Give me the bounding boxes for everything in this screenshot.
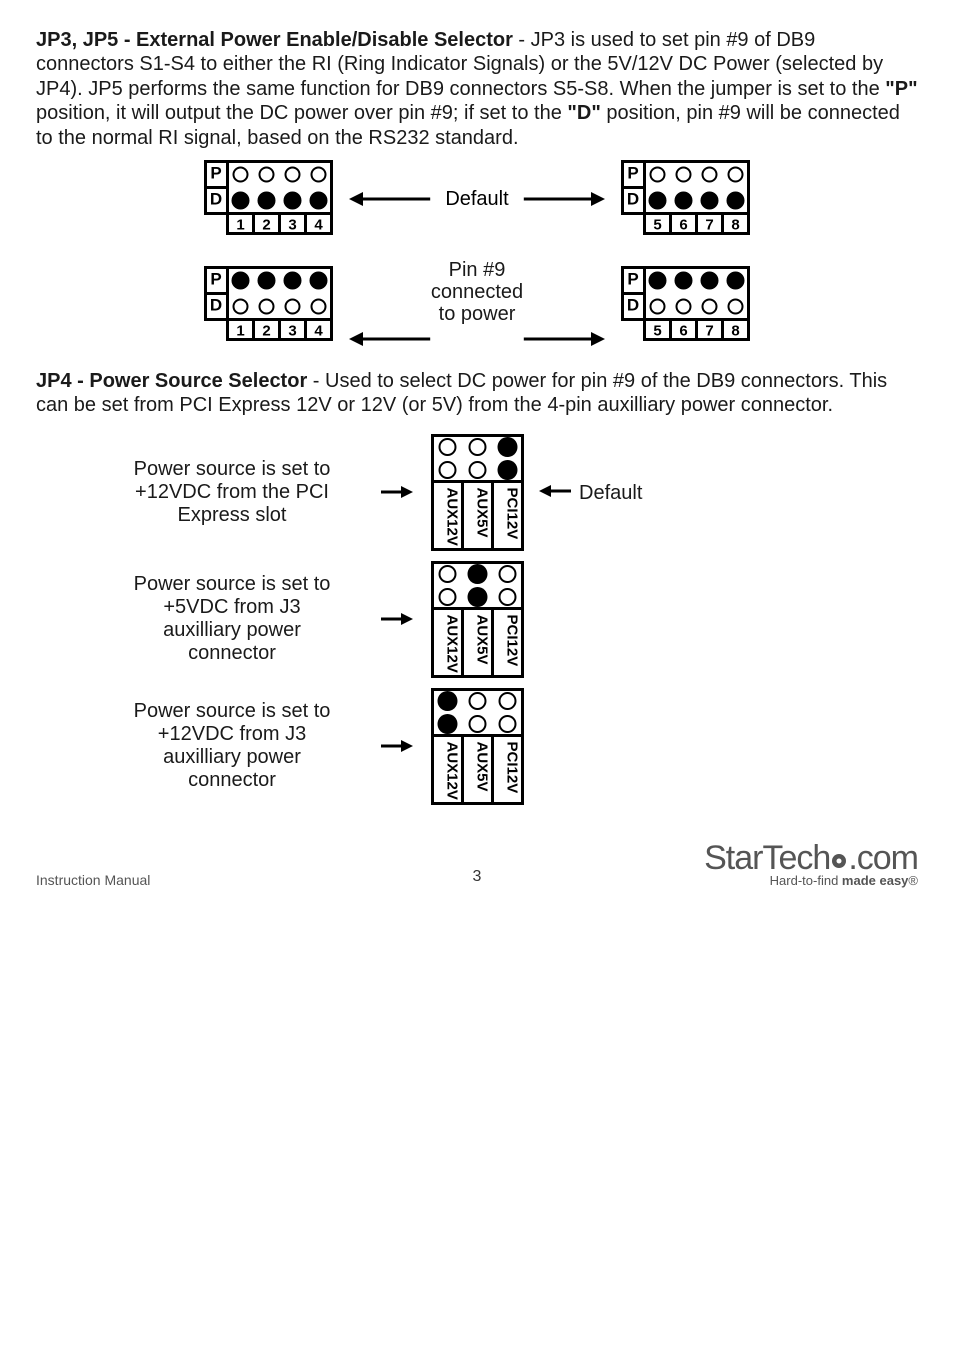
svg-text:8: 8	[731, 216, 739, 233]
svg-text:D: D	[627, 190, 639, 209]
tagline-prefix: Hard-to-find	[770, 873, 842, 888]
jp4-jumper-block: AUX12V AUX5V PCI12V	[417, 688, 537, 805]
jp4-row-right	[537, 617, 737, 621]
svg-text:6: 6	[679, 323, 687, 340]
arrow-right-icon	[377, 483, 417, 501]
jp4-paragraph: JP4 - Power Source Selector - Used to se…	[36, 369, 918, 418]
jp3-block-right-default: PD5 6 7 8	[621, 160, 750, 237]
svg-text:D: D	[627, 296, 639, 315]
arrow-left-icon	[537, 482, 573, 506]
svg-text:P: P	[627, 164, 638, 183]
jp4-row-right: Default	[537, 478, 737, 506]
svg-text:D: D	[210, 296, 222, 315]
svg-text:P: P	[210, 164, 221, 183]
jp4-jumper-block: AUX12V AUX5V PCI12V	[417, 561, 537, 678]
power-arrows	[347, 327, 607, 351]
svg-text:Default: Default	[445, 188, 509, 210]
svg-text:4: 4	[314, 216, 323, 233]
svg-text:5: 5	[653, 323, 661, 340]
footer-left: Instruction Manual	[36, 872, 150, 888]
pin9-label-3: to power	[439, 303, 516, 325]
svg-text:8: 8	[731, 323, 739, 340]
default-arrows: Default	[347, 187, 607, 211]
footer-page-number: 3	[473, 868, 482, 886]
svg-text:1: 1	[236, 216, 244, 233]
svg-text:PCI12V: PCI12V	[503, 741, 520, 793]
jp3-default-row: PD1234 Default PD5678	[36, 160, 918, 237]
svg-text:PCI12V: PCI12V	[503, 614, 520, 666]
svg-text:AUX12V: AUX12V	[443, 741, 460, 799]
svg-text:5: 5	[653, 216, 661, 233]
jp4-diagram: Power source is set to+12VDC from the PC…	[36, 434, 918, 815]
svg-text:3: 3	[288, 216, 296, 233]
logo-suffix: .com	[848, 839, 918, 877]
jp3-jp5-paragraph: JP3, JP5 - External Power Enable/Disable…	[36, 28, 918, 150]
jp4-row-description: Power source is set to+12VDC from J3auxi…	[87, 700, 377, 792]
svg-text:PCI12V: PCI12V	[503, 487, 520, 539]
jp3-default-center: Default	[347, 185, 607, 211]
jp4-row: Power source is set to+12VDC from J3auxi…	[87, 688, 867, 805]
svg-text:P: P	[210, 270, 221, 289]
arrow-right-icon	[377, 610, 417, 628]
svg-text:1: 1	[236, 323, 244, 340]
jp3-heading: JP3, JP5 - External Power Enable/Disable…	[36, 29, 513, 51]
jp4-heading: JP4 - Power Source Selector	[36, 370, 307, 392]
logo-main: StarTech	[704, 839, 830, 877]
svg-text:AUX5V: AUX5V	[473, 614, 490, 664]
jp4-row-description: Power source is set to+5VDC from J3auxil…	[87, 573, 377, 665]
jp4-row-right	[537, 744, 737, 748]
pin9-label-2: connected	[431, 281, 523, 303]
logo-gear-icon	[830, 852, 848, 870]
svg-text:AUX12V: AUX12V	[443, 487, 460, 545]
jp4-row: Power source is set to+12VDC from the PC…	[87, 434, 867, 551]
jp3-power-center: Pin #9 connected to power	[347, 259, 607, 351]
jp3-text2: position, it will output the DC power ov…	[36, 102, 567, 124]
svg-text:4: 4	[314, 323, 323, 340]
svg-text:3: 3	[288, 323, 296, 340]
jp4-default-label: Default	[579, 482, 642, 505]
page-footer: Instruction Manual 3 StarTech.com Hard-t…	[36, 843, 918, 889]
svg-text:P: P	[627, 270, 638, 289]
jp3-block-right-power: PD5 6 7 8	[621, 266, 750, 343]
jp3-block-left-default: PD1 2 3 4	[204, 160, 333, 237]
svg-text:7: 7	[705, 323, 713, 340]
jp4-jumper-block: AUX12V AUX5V PCI12V	[417, 434, 537, 551]
jp3-bold-p: "P"	[885, 78, 917, 100]
svg-text:7: 7	[705, 216, 713, 233]
arrow-right-icon	[377, 737, 417, 755]
svg-text:6: 6	[679, 216, 687, 233]
svg-text:AUX5V: AUX5V	[473, 741, 490, 791]
svg-text:AUX5V: AUX5V	[473, 487, 490, 537]
pin9-label-1: Pin #9	[449, 259, 506, 281]
jp3-power-row: PD1234 Pin #9 connected to power PD5678	[36, 259, 918, 351]
jp4-row: Power source is set to+5VDC from J3auxil…	[87, 561, 867, 678]
startech-logo: StarTech.com	[704, 843, 918, 874]
jp3-block-left-power: PD1 2 3 4	[204, 266, 333, 343]
svg-text:D: D	[210, 190, 222, 209]
svg-text:2: 2	[262, 323, 270, 340]
svg-text:2: 2	[262, 216, 270, 233]
footer-logo-block: StarTech.com Hard-to-find made easy®	[704, 843, 918, 889]
svg-text:AUX12V: AUX12V	[443, 614, 460, 672]
tagline-bold: made easy	[842, 873, 909, 888]
jp3-bold-d: "D"	[567, 102, 600, 124]
tagline-reg: ®	[908, 873, 918, 888]
jp4-row-description: Power source is set to+12VDC from the PC…	[87, 458, 377, 527]
